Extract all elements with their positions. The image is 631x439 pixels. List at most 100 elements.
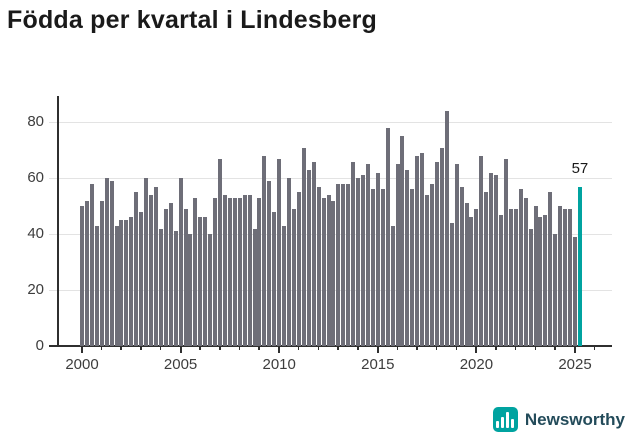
bar xyxy=(464,203,469,346)
bar xyxy=(252,228,257,346)
x-axis-minor-tick xyxy=(317,346,320,350)
bar xyxy=(262,155,267,346)
bar xyxy=(218,158,223,346)
x-axis-minor-tick xyxy=(238,346,241,350)
bar xyxy=(573,236,577,346)
bar xyxy=(134,192,139,346)
x-axis-minor-tick xyxy=(357,346,359,350)
bar xyxy=(503,158,508,346)
x-axis-minor-tick xyxy=(100,346,103,350)
bar xyxy=(153,186,158,346)
x-axis-minor-tick xyxy=(455,346,458,350)
bar xyxy=(282,225,287,346)
bar xyxy=(563,209,568,346)
bar xyxy=(168,203,173,346)
x-axis-major-tick xyxy=(278,346,281,353)
bar xyxy=(479,155,484,346)
bar xyxy=(291,209,296,346)
x-axis-minor-tick xyxy=(495,346,497,350)
x-axis-minor-tick xyxy=(593,346,596,350)
bar xyxy=(208,234,213,346)
bar xyxy=(198,217,203,346)
bar xyxy=(232,197,237,346)
x-axis-tick-label: 2000 xyxy=(65,356,99,373)
bar xyxy=(568,209,573,346)
bar xyxy=(484,192,489,346)
bar xyxy=(439,147,444,346)
bar xyxy=(247,195,252,346)
bar xyxy=(528,228,533,346)
bar xyxy=(444,111,449,346)
bar xyxy=(104,178,109,346)
x-axis-tick-label: 2015 xyxy=(361,356,395,373)
bar xyxy=(158,228,163,346)
bar xyxy=(459,186,464,346)
bar xyxy=(400,136,405,346)
bar xyxy=(321,197,326,346)
grid-line xyxy=(49,233,612,235)
bar xyxy=(267,181,272,346)
x-axis-minor-tick xyxy=(534,346,537,350)
x-axis-major-tick xyxy=(376,346,379,353)
bar xyxy=(222,195,227,346)
bar xyxy=(296,192,301,346)
bar xyxy=(173,231,178,346)
bar xyxy=(178,178,183,346)
x-axis-minor-tick xyxy=(120,346,122,350)
bar xyxy=(336,183,341,346)
bar xyxy=(139,211,144,346)
bar xyxy=(213,197,218,346)
bar xyxy=(124,220,129,346)
x-axis-major-tick xyxy=(179,346,182,353)
chart-title: Födda per kvartal i Lindesberg xyxy=(7,6,377,34)
bar xyxy=(425,195,430,346)
x-axis-minor-tick xyxy=(514,346,517,350)
bar xyxy=(523,197,528,346)
bar xyxy=(277,158,282,346)
bar xyxy=(469,217,474,346)
bar xyxy=(518,189,523,346)
plot-area xyxy=(49,96,612,353)
x-axis-minor-tick xyxy=(337,346,339,350)
bar xyxy=(370,189,375,346)
y-axis-line xyxy=(57,96,59,346)
bar xyxy=(163,209,168,346)
bar xyxy=(272,211,277,346)
newsworthy-logo-text: Newsworthy xyxy=(524,409,625,429)
bar xyxy=(84,200,89,346)
bar xyxy=(311,161,316,346)
bar xyxy=(94,225,99,346)
y-axis-tick-label: 60 xyxy=(27,169,44,187)
bar xyxy=(385,127,390,346)
bar xyxy=(434,161,439,346)
bar xyxy=(183,209,188,346)
x-axis-minor-tick xyxy=(258,346,260,350)
bar xyxy=(454,164,459,346)
bar xyxy=(538,217,543,346)
y-axis-tick-label: 0 xyxy=(35,337,44,354)
bar xyxy=(499,214,504,346)
bar xyxy=(553,234,558,346)
bar xyxy=(410,189,415,346)
bar xyxy=(193,197,198,346)
bar xyxy=(558,206,563,346)
x-axis-minor-tick xyxy=(435,346,438,350)
x-axis-major-tick xyxy=(81,346,83,353)
bar xyxy=(242,195,247,346)
bar-chart-icon xyxy=(492,407,518,432)
x-axis-minor-tick xyxy=(416,346,418,350)
bar xyxy=(287,178,292,346)
bar xyxy=(301,147,306,346)
grid-line xyxy=(49,121,612,123)
bar xyxy=(365,164,370,346)
bar xyxy=(533,206,538,346)
bar-value-annotation: 57 xyxy=(571,159,589,177)
highlighted-bar xyxy=(577,186,582,346)
bar xyxy=(341,183,346,346)
bar xyxy=(114,225,119,346)
bar xyxy=(494,175,499,346)
bar xyxy=(331,200,336,346)
bar xyxy=(346,183,351,346)
bar xyxy=(326,195,331,346)
newsworthy-logo[interactable]: Newsworthy xyxy=(492,407,625,432)
